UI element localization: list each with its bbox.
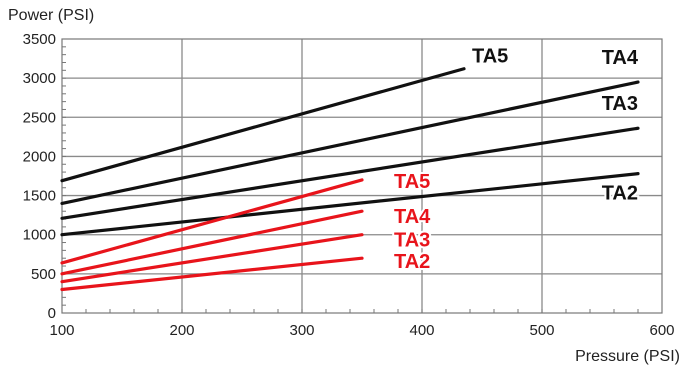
series-label-ta2: TA2 <box>394 251 430 273</box>
series-label-ta5: TA5 <box>394 171 430 193</box>
x-tick-label: 200 <box>169 322 194 339</box>
x-axis-label: Pressure (PSI) <box>575 348 680 365</box>
y-tick-label: 3000 <box>23 70 56 87</box>
series-line-ta3 <box>60 126 640 220</box>
series-label-ta3: TA3 <box>394 230 430 252</box>
series-label-ta4: TA4 <box>602 47 639 69</box>
y-tick-label: 0 <box>48 305 56 322</box>
series-line-ta3 <box>60 233 364 284</box>
series-lines <box>60 67 640 292</box>
x-tick-label: 100 <box>49 322 74 339</box>
y-tick-label: 3500 <box>23 31 56 48</box>
series-line-ta2 <box>60 172 640 237</box>
series-line-ta5 <box>60 178 364 265</box>
series-label-ta4: TA4 <box>394 206 431 228</box>
y-tick-label: 1000 <box>23 227 56 244</box>
series-label-ta3: TA3 <box>602 93 638 115</box>
series-line-ta4 <box>60 80 640 205</box>
y-axis-label: Power (PSI) <box>8 7 94 24</box>
y-tick-label: 500 <box>31 266 56 283</box>
x-tick-label: 400 <box>409 322 434 339</box>
x-tick-label: 600 <box>649 322 674 339</box>
y-tick-label: 1500 <box>23 188 56 205</box>
series-line-ta4 <box>60 209 364 276</box>
series-line-ta2 <box>60 256 364 292</box>
y-tick-label: 2000 <box>23 148 56 165</box>
plot-frame <box>61 38 663 314</box>
grid <box>62 39 662 313</box>
series-label-ta2: TA2 <box>602 183 638 205</box>
y-tick-label: 2500 <box>23 109 56 126</box>
series-line-ta5 <box>60 67 466 183</box>
x-tick-label: 500 <box>529 322 554 339</box>
axis-ticks: 100 200 300 400 500 600 0 500 1000 1500 2000 2500 30… <box>23 31 675 339</box>
x-tick-label: 300 <box>289 322 314 339</box>
series-label-ta5: TA5 <box>472 46 508 68</box>
